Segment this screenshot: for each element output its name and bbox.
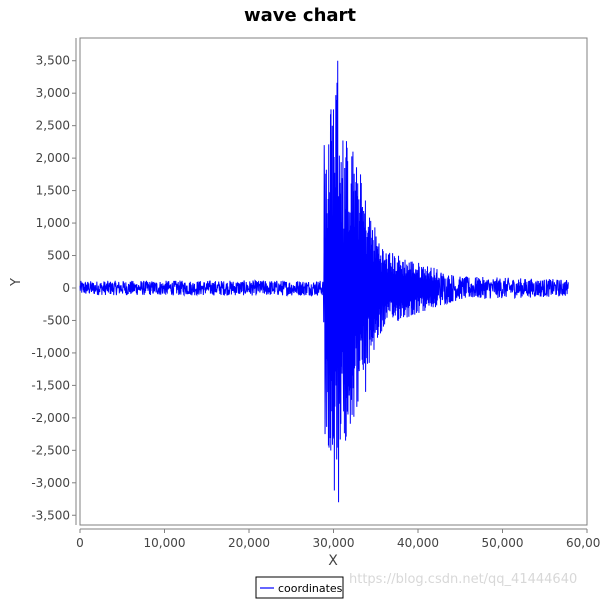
y-tick-label: -1,000 — [31, 346, 70, 360]
x-tick-label: 40,000 — [397, 536, 439, 550]
x-axis-label: X — [328, 553, 338, 569]
x-axis-ticks: 0 10,000 20,000 30,000 40,000 50,000 60,000 — [76, 529, 600, 550]
y-tick-label: -1,500 — [31, 378, 70, 392]
y-tick-label: 1,500 — [36, 184, 70, 198]
x-tick-label: 10,000 — [144, 536, 186, 550]
x-tick-label: 30,000 — [313, 536, 355, 550]
y-tick-label: 500 — [47, 249, 70, 263]
x-tick-label: 60,000 — [566, 536, 600, 550]
y-tick-label: 2,500 — [36, 119, 70, 133]
y-tick-label: 2,000 — [36, 151, 70, 165]
y-tick-label: 3,500 — [36, 54, 70, 68]
y-tick-label: 0 — [62, 281, 70, 295]
watermark-text: https://blog.csdn.net/qq_41444640 — [349, 572, 578, 587]
y-tick-label: 3,000 — [36, 86, 70, 100]
legend-box — [255, 576, 344, 599]
legend: coordinates — [255, 576, 344, 599]
x-tick-label: 50,000 — [482, 536, 524, 550]
y-tick-label: -3,000 — [31, 476, 70, 490]
y-axis-label: Y — [9, 278, 24, 287]
legend-label: coordinates — [278, 582, 343, 595]
x-tick-label: 0 — [76, 536, 84, 550]
chart-title: wave chart — [244, 5, 356, 26]
y-tick-label: 1,000 — [36, 216, 70, 230]
y-tick-label: -2,500 — [31, 443, 70, 457]
y-tick-label: -2,000 — [31, 411, 70, 425]
y-axis-ticks: 3,500 3,000 2,500 2,000 1,500 1,000 500 0 -500 -1… — [31, 54, 76, 522]
x-tick-label: 20,000 — [228, 536, 270, 550]
y-tick-label: -500 — [43, 313, 70, 327]
y-tick-label: -3,500 — [31, 508, 70, 522]
series-line-coordinates — [79, 60, 569, 503]
